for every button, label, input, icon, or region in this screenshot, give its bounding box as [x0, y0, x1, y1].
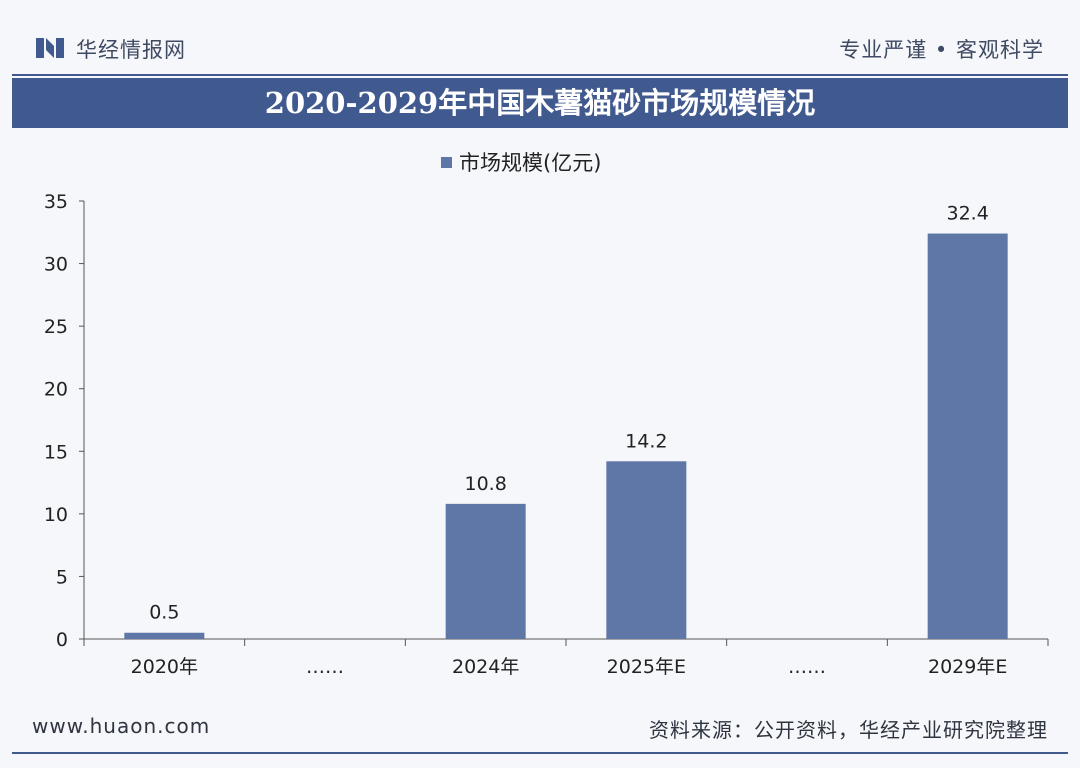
x-tick-label: ……	[788, 656, 826, 678]
header: 华经情报网 专业严谨 • 客观科学	[12, 22, 1068, 76]
footer-url: www.huaon.com	[32, 714, 211, 738]
legend: 市场规模(亿元)	[441, 149, 601, 175]
slogan: 专业严谨 • 客观科学	[839, 38, 1044, 62]
y-tick-label: 10	[44, 504, 68, 526]
y-tick-label: 25	[44, 316, 68, 338]
huajing-logo-icon	[36, 38, 64, 58]
x-tick-label: 2020年	[131, 656, 198, 678]
footer-source: 资料来源：公开资料，华经产业研究院整理	[649, 718, 1048, 742]
title-bar: 2020-2029年中国木薯猫砂市场规模情况	[12, 78, 1068, 128]
bar	[606, 461, 687, 639]
y-tick-label: 20	[44, 379, 68, 401]
bar-chart: 0 5 10 15 20 25 30 35 0.5 2020年 …… 10.8 2024年 14.2 202…	[44, 191, 1049, 678]
data-label: 10.8	[465, 473, 507, 495]
x-tick-label: 2024年	[452, 656, 519, 678]
legend-label: 市场规模(亿元)	[459, 151, 602, 175]
x-tick-label: ……	[306, 656, 344, 678]
data-label: 32.4	[947, 203, 989, 225]
y-tick-label: 5	[56, 566, 68, 588]
y-tick-label: 30	[44, 254, 68, 276]
data-label: 0.5	[149, 602, 179, 624]
bar	[124, 632, 205, 639]
y-tick-label: 15	[44, 441, 68, 463]
brand-name: 华经情报网	[76, 38, 186, 62]
data-label: 14.2	[625, 430, 667, 452]
legend-swatch	[441, 156, 452, 168]
x-tick-label: 2029年E	[928, 656, 1007, 678]
y-tick-label: 0	[56, 629, 68, 651]
footer-divider	[12, 752, 1068, 754]
bar	[927, 233, 1008, 639]
y-tick-label: 35	[44, 191, 68, 213]
chart-title: 2020-2029年中国木薯猫砂市场规模情况	[264, 86, 816, 120]
bar	[445, 503, 526, 639]
x-tick-label: 2025年E	[607, 656, 686, 678]
